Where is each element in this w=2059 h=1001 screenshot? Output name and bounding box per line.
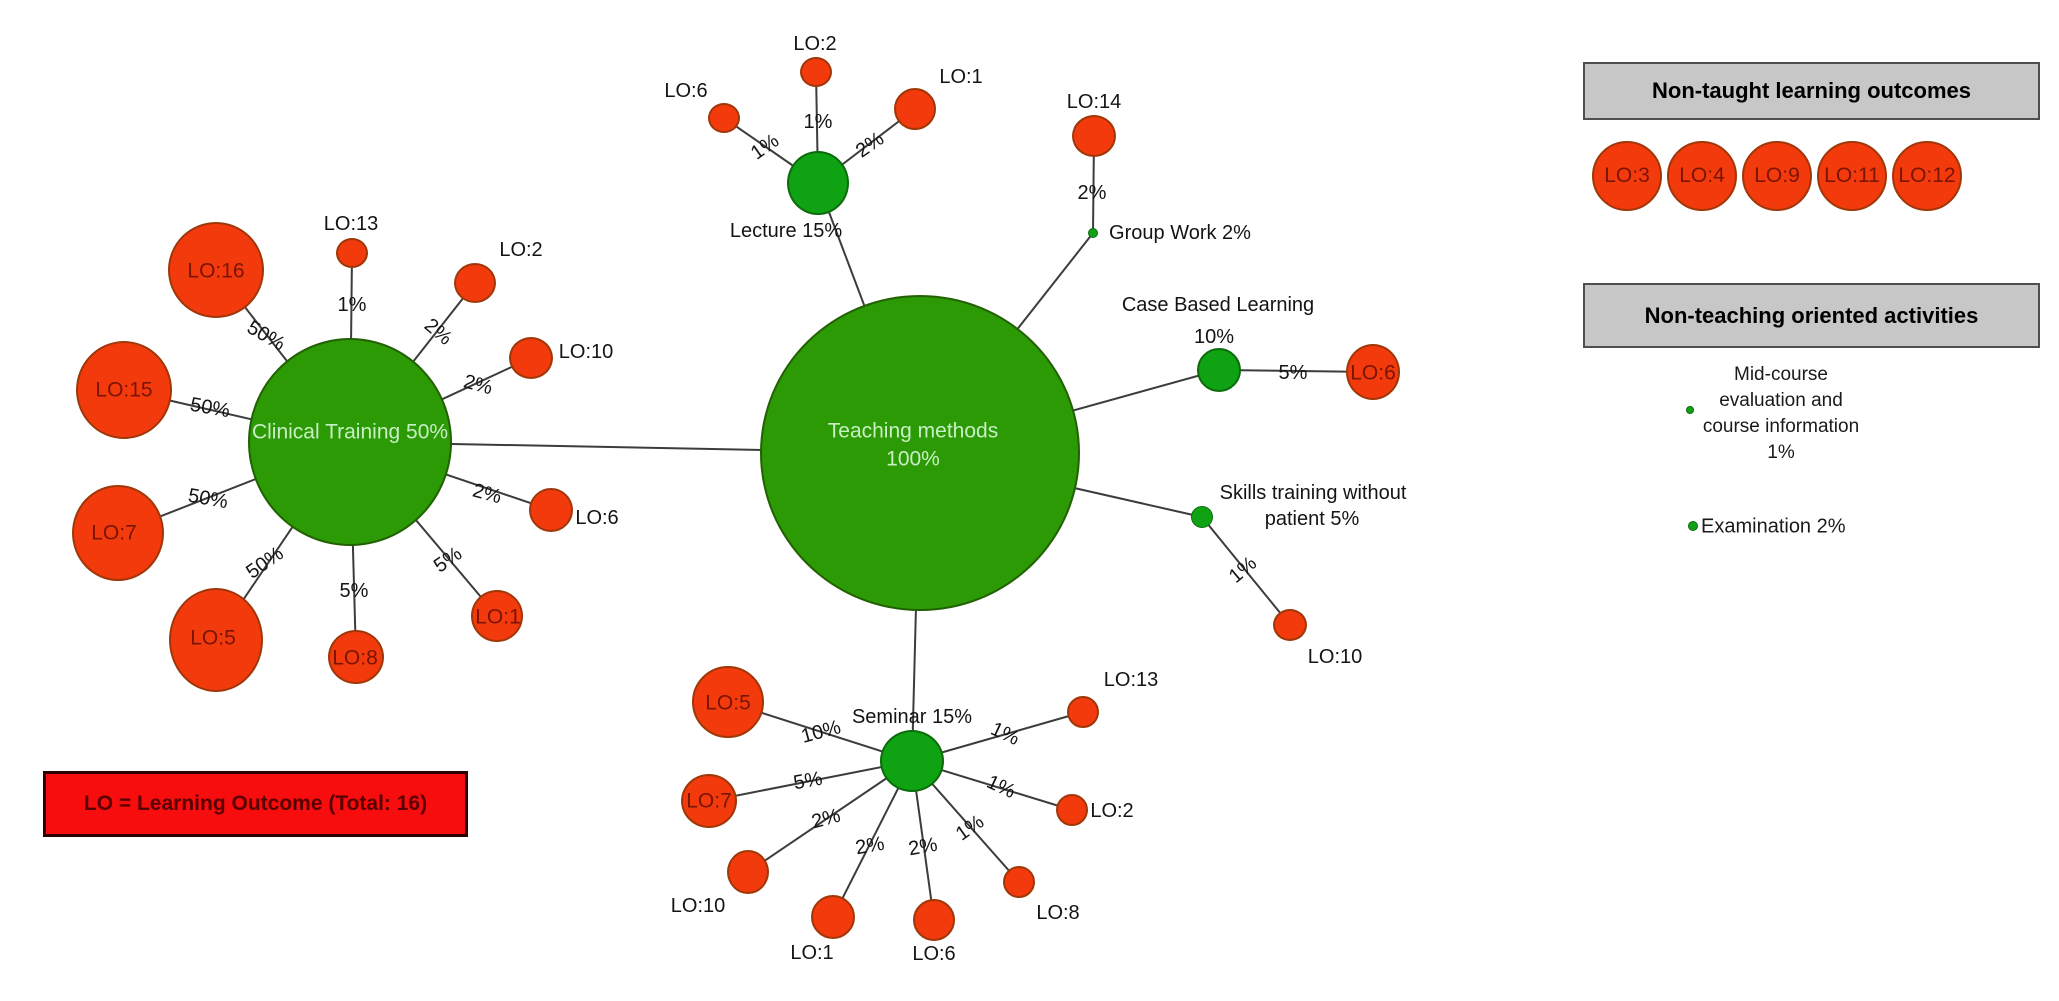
node-label: LO:10 bbox=[1307, 646, 1363, 668]
node-clinical-lo1 bbox=[471, 590, 523, 642]
activity-item: Mid-course evaluation and course informati… bbox=[1659, 362, 1903, 466]
node-clinical-lo16 bbox=[168, 222, 264, 318]
legend-outcome-circle: LO:3 bbox=[1592, 141, 1662, 211]
node-groupwork-lo14 bbox=[1072, 115, 1116, 157]
node-case-based-learning bbox=[1197, 348, 1241, 392]
cluster-label: Skills training without bbox=[1219, 482, 1407, 504]
node-inner-label: LO:5 bbox=[705, 691, 751, 715]
node-label: LO:1 bbox=[939, 66, 983, 88]
activity-dot-icon bbox=[1688, 521, 1698, 531]
node-label: LO:1 bbox=[790, 942, 834, 964]
activity-text-line: 1% bbox=[1767, 442, 1795, 463]
node-label: LO:6 bbox=[664, 80, 708, 102]
node-inner-label: LO:6 bbox=[1350, 361, 1396, 385]
node-inner-label: LO:15 bbox=[95, 378, 153, 402]
node-clinical-lo6 bbox=[529, 488, 573, 532]
node-inner-label: LO:16 bbox=[187, 259, 245, 283]
node-seminar-lo8 bbox=[1003, 866, 1035, 898]
cluster-label: Case Based Learning bbox=[1121, 294, 1315, 316]
node-label: LO:10 bbox=[670, 895, 726, 917]
node-clinical-lo8 bbox=[328, 630, 384, 684]
node-seminar-lo13 bbox=[1067, 696, 1099, 728]
cluster-label: patient 5% bbox=[1264, 508, 1360, 530]
node-seminar-lo2 bbox=[1056, 794, 1088, 826]
activity-text-line: Examination 2% bbox=[1701, 515, 1846, 538]
legend-outcome-circle: LO:9 bbox=[1742, 141, 1812, 211]
edge-percent-label: 1% bbox=[803, 111, 833, 133]
node-skills-training bbox=[1191, 506, 1213, 528]
activity-text-line: course information bbox=[1702, 416, 1860, 437]
node-seminar-lo10 bbox=[727, 850, 769, 894]
activity-item: Examination 2% bbox=[1701, 516, 1846, 539]
node-label: LO:2 bbox=[499, 239, 543, 261]
node-clinical-lo7 bbox=[72, 485, 164, 581]
legend-outcome-row: LO:3 LO:4 LO:9 LO:11 LO:12 bbox=[1592, 141, 1962, 211]
node-label: LO:13 bbox=[323, 213, 379, 235]
node-clinical-lo5 bbox=[169, 588, 263, 692]
node-lecture-lo6 bbox=[708, 103, 740, 133]
note-text: LO = Learning Outcome (Total: 16) bbox=[83, 792, 428, 815]
activity-text-line: Mid-course bbox=[1734, 364, 1828, 385]
node-label: LO:6 bbox=[575, 507, 619, 529]
node-seminar-lo5 bbox=[692, 666, 764, 738]
node-clinical-lo13 bbox=[336, 238, 368, 268]
node-clinical-lo2 bbox=[454, 263, 496, 303]
cluster-label: Lecture 15% bbox=[729, 220, 843, 242]
node-clinical-training bbox=[248, 338, 452, 546]
edge-percent-label: 2% bbox=[1077, 182, 1107, 204]
node-label: LO:2 bbox=[1090, 800, 1134, 822]
legend-panel-non-taught: Non-taught learning outcomes bbox=[1583, 62, 2040, 120]
node-label: LO:14 bbox=[1066, 91, 1122, 113]
legend-panel-non-teaching: Non-teaching oriented activities bbox=[1583, 283, 2040, 348]
node-inner-label: LO:5 bbox=[190, 626, 236, 650]
node-seminar-lo7 bbox=[681, 774, 737, 828]
method-title-label: Teaching methods bbox=[827, 419, 999, 443]
node-inner-label: LO:7 bbox=[91, 521, 137, 545]
legend-outcome-circle: LO:4 bbox=[1667, 141, 1737, 211]
legend-outcome-circle: LO:11 bbox=[1817, 141, 1887, 211]
node-inner-label: LO:7 bbox=[686, 789, 732, 813]
activity-dot-icon bbox=[1686, 406, 1694, 414]
legend-title: Non-taught learning outcomes bbox=[1652, 78, 1971, 103]
node-skills-lo10 bbox=[1273, 609, 1307, 641]
cluster-label: 10% bbox=[1193, 326, 1235, 348]
edge-line-seminar-seminar-lo7 bbox=[708, 760, 913, 802]
method-title-label: Clinical Training 50% bbox=[251, 420, 449, 444]
node-lecture bbox=[787, 151, 849, 215]
node-teaching-methods bbox=[760, 295, 1080, 611]
node-lecture-lo1 bbox=[894, 88, 936, 130]
cluster-label: Seminar 15% bbox=[851, 706, 973, 728]
node-label: LO:8 bbox=[1036, 902, 1080, 924]
edge-percent-label: 1% bbox=[337, 294, 367, 316]
node-seminar-lo6 bbox=[913, 899, 955, 941]
edge-percent-label: 5% bbox=[1278, 362, 1308, 384]
node-inner-label: LO:8 bbox=[332, 646, 378, 670]
edge-percent-label: 5% bbox=[339, 580, 369, 602]
node-seminar-lo1 bbox=[811, 895, 855, 939]
legend-outcome-circle: LO:12 bbox=[1892, 141, 1962, 211]
node-seminar bbox=[880, 730, 944, 792]
node-clinical-lo10 bbox=[509, 337, 553, 379]
activity-text-line: evaluation and bbox=[1719, 390, 1843, 411]
node-label: LO:2 bbox=[793, 33, 837, 55]
edge-line-seminar-seminar-lo10 bbox=[747, 760, 913, 873]
node-label: LO:10 bbox=[558, 341, 614, 363]
node-lecture-lo2 bbox=[800, 57, 832, 87]
node-clinical-lo15 bbox=[76, 341, 172, 439]
node-label: LO:6 bbox=[912, 943, 956, 965]
method-title-label: 100% bbox=[886, 447, 940, 471]
legend-title: Non-teaching oriented activities bbox=[1644, 302, 1979, 328]
node-label: LO:13 bbox=[1103, 669, 1159, 691]
node-inner-label: LO:1 bbox=[475, 605, 521, 629]
edge-line-skills-training-skills-lo10 bbox=[1201, 516, 1291, 626]
node-group-work bbox=[1088, 228, 1098, 238]
cluster-label: Group Work 2% bbox=[1109, 222, 1251, 244]
note-box: LO = Learning Outcome (Total: 16) bbox=[43, 771, 468, 837]
node-cbl-lo6 bbox=[1346, 344, 1400, 400]
